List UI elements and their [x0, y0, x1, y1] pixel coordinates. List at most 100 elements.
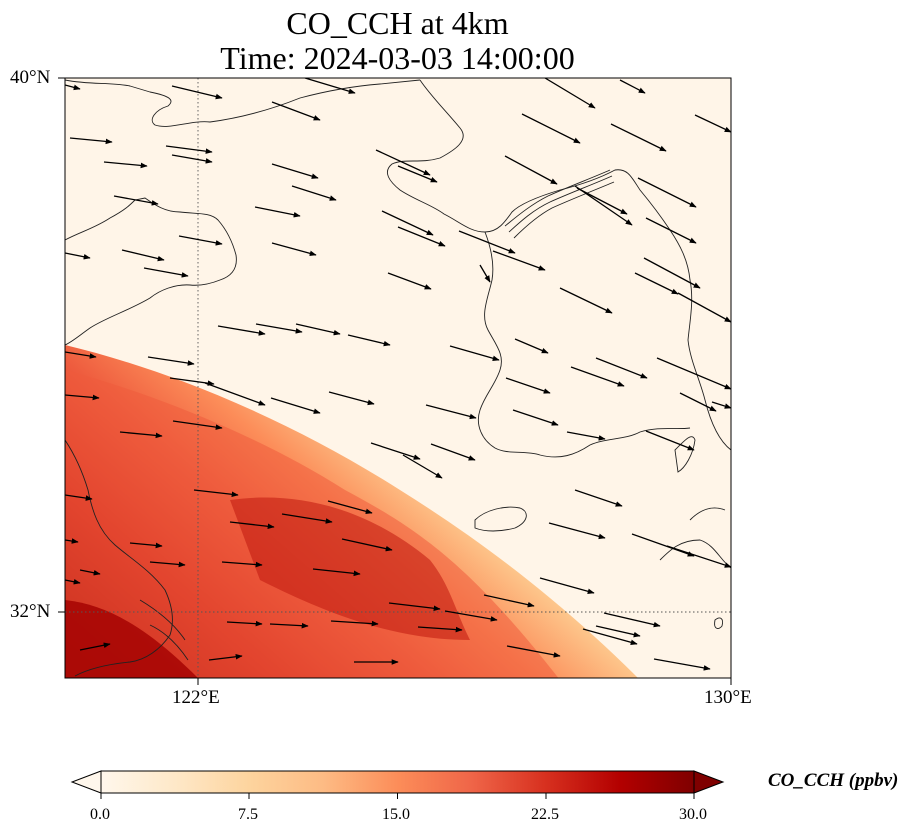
wind-arrow [103, 161, 148, 169]
colorbar-low-extend [70, 770, 102, 794]
wind-arrow [370, 442, 421, 460]
wind-arrow [208, 653, 243, 661]
wind-arrow [312, 568, 361, 577]
lat-tick-label-32: 32°N [10, 601, 51, 622]
wind-arrow [492, 250, 546, 271]
wind-arrow [143, 267, 189, 278]
colorbar-tick-3: 22.5 [531, 806, 559, 823]
wind-arrow [178, 235, 223, 246]
wind-arrow [65, 538, 79, 544]
wind-arrow [347, 334, 391, 347]
colorbar-high-extend [693, 770, 725, 794]
concentration-field [65, 78, 731, 678]
wind-arrow [430, 443, 476, 461]
wind-arrow [226, 620, 263, 627]
wind-arrow [574, 489, 623, 507]
colorbar-tick-2: 15.0 [382, 806, 410, 823]
wind-arrow [514, 338, 549, 354]
wind-arrow [566, 431, 606, 441]
wind-arrow [595, 625, 641, 638]
wind-arrow [271, 242, 317, 257]
wind-arrow [643, 257, 701, 289]
wind-arrow [479, 264, 491, 283]
lon-tick-label-130: 130°E [704, 687, 752, 708]
wind-arrow [171, 154, 213, 164]
wind-arrow [694, 114, 731, 133]
wind-arrow [397, 226, 446, 247]
wind-arrow [512, 409, 559, 426]
wind-arrow [65, 252, 91, 260]
wind-arrow [634, 272, 679, 295]
colorbar-tick-4: 30.0 [679, 806, 707, 823]
wind-arrow [444, 610, 498, 622]
wind-arrow [631, 533, 695, 557]
wind-arrow [147, 356, 195, 366]
colorbar-title: CO_CCH (ppbv) [768, 770, 899, 791]
wind-arrow [425, 404, 477, 420]
map-title-line2: Time: 2024-03-03 14:00:00 [220, 40, 575, 76]
wind-arrow [304, 78, 356, 94]
lat-tick-label-40: 40°N [10, 67, 51, 88]
wind-arrow [113, 195, 159, 206]
wind-arrow [576, 187, 628, 215]
wind-arrow [193, 489, 239, 498]
map-title-line1: CO_CCH at 4km [286, 5, 509, 41]
wind-arrow [711, 401, 731, 409]
wind-arrow [483, 594, 535, 608]
wind-arrow [149, 561, 186, 568]
wind-arrow [271, 163, 319, 179]
wind-arrow [79, 642, 111, 651]
wind-arrow [504, 155, 558, 185]
wind-arrow [387, 272, 432, 290]
wind-arrow [603, 612, 661, 628]
wind-arrow [269, 622, 309, 629]
wind-arrow [458, 230, 516, 254]
wind-arrow [559, 287, 613, 314]
wind-arrow [255, 323, 303, 334]
wind-arrow [610, 123, 667, 152]
wind-arrow [645, 430, 695, 451]
wind-arrow [217, 325, 266, 336]
wind-arrow [397, 165, 438, 183]
wind-arrow [69, 137, 113, 145]
wind-arrow [595, 357, 648, 379]
wind-arrow [653, 658, 711, 671]
wind-arrow [330, 620, 379, 627]
wind-arrow [172, 420, 223, 430]
wind-arrow [171, 85, 223, 100]
wind-arrow [79, 569, 101, 576]
wind-arrow [645, 217, 697, 244]
wind-arrow [506, 645, 561, 658]
map-frame [64, 77, 732, 679]
colorbar-tick-0: 0.0 [90, 806, 110, 823]
wind-vectors [65, 78, 731, 671]
wind-arrow [548, 522, 606, 540]
wind-arrow [582, 628, 638, 646]
wind-arrow [165, 145, 213, 154]
wind-arrow [65, 394, 100, 401]
wind-arrow [65, 84, 81, 91]
wind-arrow [65, 351, 97, 359]
wind-arrow [637, 177, 697, 208]
wind-arrow [254, 206, 301, 218]
wind-arrow [505, 377, 551, 394]
wind-arrow [539, 577, 595, 595]
colorbar-gradient [101, 771, 694, 793]
wind-arrow [402, 454, 443, 479]
wind-arrow [381, 210, 434, 236]
wind-arrow [204, 382, 266, 406]
wind-arrow [129, 542, 163, 549]
wind-arrow [521, 113, 581, 144]
wind-arrow [388, 602, 441, 612]
wind-arrow [291, 185, 337, 201]
wind-arrow [375, 149, 431, 176]
axis-ticks [58, 77, 732, 685]
colorbar-tick-1: 7.5 [238, 806, 258, 823]
wind-arrow [570, 366, 625, 387]
wind-arrow [121, 249, 165, 262]
coastlines [65, 79, 731, 677]
wind-arrow [271, 101, 321, 121]
wind-arrow [656, 357, 731, 390]
colorbar [70, 770, 725, 799]
